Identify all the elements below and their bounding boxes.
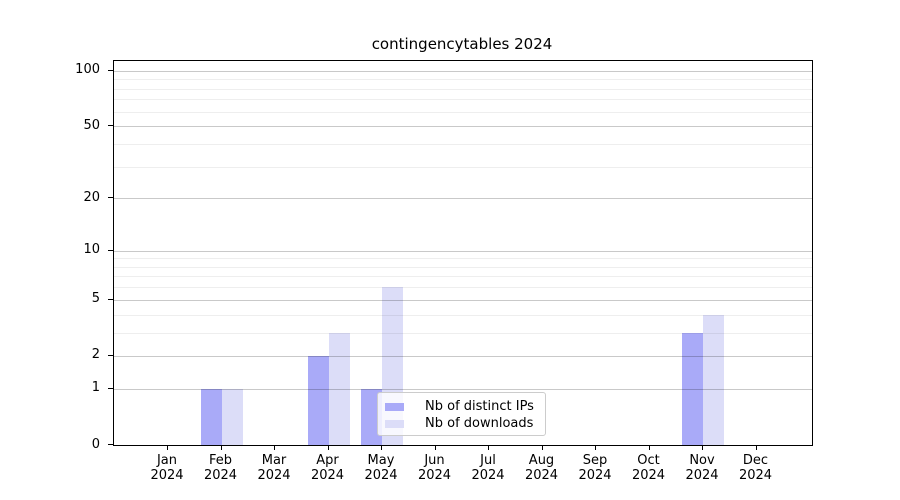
x-tick-label: Dec 2024	[738, 453, 773, 483]
gridline-major	[114, 70, 812, 72]
legend-swatch-downloads	[385, 419, 404, 428]
y-tick-label: 20	[83, 189, 100, 205]
legend-label-distinct-ips: Nb of distinct IPs	[425, 399, 534, 414]
x-tick-mark	[541, 445, 543, 450]
legend-label-downloads: Nb of downloads	[425, 416, 534, 431]
x-tick-label: Oct 2024	[631, 453, 666, 483]
x-tick-mark	[327, 445, 329, 450]
y-tick-mark	[108, 249, 113, 251]
gridline-major	[114, 198, 812, 200]
x-tick-label: Nov 2024	[685, 453, 719, 483]
y-tick-label: 0	[91, 436, 100, 452]
x-tick-label: Apr 2024	[310, 453, 345, 483]
gridline-minor	[114, 99, 812, 101]
x-tick-label: Mar 2024	[257, 453, 291, 483]
legend-swatch-distinct-ips	[385, 402, 404, 411]
gridline-major	[114, 250, 812, 252]
y-tick-label: 5	[91, 291, 100, 307]
x-tick-mark	[220, 445, 222, 450]
gridline-minor	[114, 88, 812, 90]
y-tick-label: 50	[83, 117, 100, 133]
gridline-minor	[114, 258, 812, 260]
y-tick-label: 10	[83, 242, 100, 258]
gridline-minor	[114, 276, 812, 278]
x-tick-label: Jun 2024	[417, 453, 452, 483]
gridline-major	[114, 299, 812, 301]
x-tick-label: Jan 2024	[150, 453, 184, 483]
y-tick-mark	[108, 69, 113, 71]
y-tick-mark	[108, 444, 113, 445]
chart-title: contingencytables 2024	[371, 35, 553, 53]
bar-downloads-apr	[328, 332, 350, 445]
gridline-minor	[114, 266, 812, 268]
x-tick-mark	[702, 445, 703, 450]
bar-distinct-ips-feb	[200, 388, 222, 445]
x-tick-mark	[381, 445, 382, 450]
x-tick-mark	[755, 445, 757, 450]
y-tick-mark	[108, 354, 113, 356]
bar-distinct-ips-apr	[307, 355, 329, 445]
bar-distinct-ips-may	[361, 388, 382, 445]
x-tick-label: Feb 2024	[203, 453, 238, 483]
x-tick-mark	[595, 445, 596, 450]
x-tick-label: Aug 2024	[524, 453, 559, 483]
y-tick-label: 2	[91, 347, 100, 363]
chart-legend: Nb of distinct IPs Nb of downloads	[377, 392, 546, 436]
y-tick-mark	[108, 298, 113, 300]
x-tick-mark	[167, 445, 168, 450]
gridline-minor	[114, 111, 812, 113]
gridline-minor	[114, 166, 812, 168]
gridline-minor	[114, 79, 812, 81]
gridline-minor	[114, 287, 812, 289]
bar-downloads-nov	[703, 314, 724, 445]
y-tick-label: 1	[91, 380, 100, 396]
legend-item-distinct-ips: Nb of distinct IPs	[385, 398, 545, 415]
y-tick-label: 100	[75, 62, 100, 78]
y-tick-mark	[108, 125, 113, 127]
legend-item-downloads: Nb of downloads	[385, 415, 545, 432]
gridline-major	[114, 126, 812, 128]
y-tick-mark	[108, 387, 113, 389]
x-tick-mark	[648, 445, 650, 450]
x-tick-label: Jul 2024	[471, 453, 505, 483]
plot-area	[113, 60, 813, 446]
x-tick-mark	[434, 445, 436, 450]
x-tick-mark	[274, 445, 275, 450]
x-tick-label: May 2024	[364, 453, 398, 483]
y-tick-mark	[108, 197, 113, 199]
bar-distinct-ips-nov	[682, 332, 703, 445]
x-tick-label: Sep 2024	[578, 453, 612, 483]
gridline-minor	[114, 143, 812, 145]
bar-downloads-feb	[221, 388, 243, 445]
x-tick-mark	[488, 445, 489, 450]
